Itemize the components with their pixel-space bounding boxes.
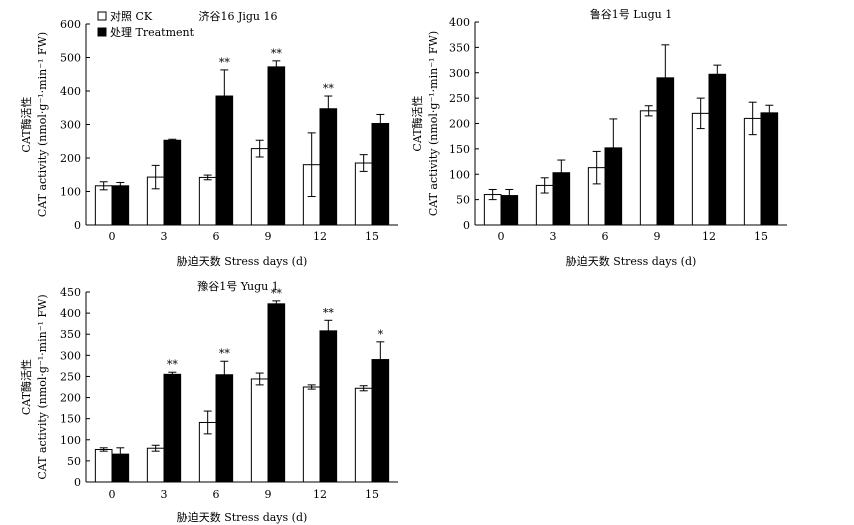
y-axis-label-cn: CAT酶活性 — [19, 96, 33, 152]
bar-ck — [354, 162, 373, 226]
bar-treatment — [371, 122, 390, 226]
bar-ck — [198, 176, 217, 226]
significance-mark: ** — [167, 358, 179, 371]
x-tick-label: 6 — [602, 230, 609, 243]
legend-ck-swatch — [97, 11, 107, 21]
bar-treatment — [760, 112, 779, 226]
y-tick-label: 400 — [449, 16, 470, 29]
bar-treatment — [267, 66, 286, 226]
x-tick-label: 15 — [365, 488, 379, 501]
y-tick-label: 100 — [60, 186, 81, 199]
y-tick-label: 50 — [456, 194, 470, 207]
significance-mark: ** — [219, 347, 231, 360]
bar-ck — [639, 110, 658, 226]
chart-panel-1: 0 100 200 300 400 500 600 0 3 6 ** 9 ** 12 ** 15 济谷16 Ji… — [19, 9, 398, 268]
y-tick-label: 600 — [60, 18, 81, 31]
x-axis-label: 胁迫天数 Stress days (d) — [566, 254, 697, 268]
x-tick-label: 15 — [754, 230, 768, 243]
legend-ck-label: 对照 CK — [110, 9, 153, 23]
bar-ck — [691, 112, 710, 226]
y-axis-label-cn: CAT酶活性 — [19, 359, 33, 415]
bar-treatment — [267, 303, 286, 483]
bar-ck — [250, 148, 269, 226]
significance-mark: ** — [271, 287, 283, 300]
y-tick-label: 500 — [60, 52, 81, 65]
bar-ck — [146, 447, 165, 483]
y-tick-label: 300 — [449, 67, 470, 80]
significance-mark: ** — [271, 47, 283, 60]
x-tick-label: 0 — [109, 230, 116, 243]
y-axis-label-en: CAT activity (nmol·g⁻¹·min⁻¹ FW) — [427, 31, 440, 216]
y-tick-label: 150 — [449, 143, 470, 156]
bar-treatment — [319, 108, 338, 226]
legend: 对照 CK 处理 Treatment — [97, 9, 195, 39]
x-tick-label: 15 — [365, 230, 379, 243]
bar-ck — [94, 448, 113, 483]
y-tick-label: 100 — [60, 434, 81, 447]
y-tick-label: 200 — [449, 118, 470, 131]
significance-mark: ** — [219, 56, 231, 69]
x-tick-label: 3 — [550, 230, 557, 243]
x-tick-label: 12 — [702, 230, 716, 243]
y-tick-label: 400 — [60, 307, 81, 320]
bar-treatment — [163, 373, 182, 483]
y-tick-label: 250 — [449, 92, 470, 105]
x-tick-label: 6 — [213, 488, 220, 501]
bar-treatment — [111, 185, 130, 226]
bar-treatment — [371, 359, 390, 483]
y-axis-label-cn: CAT酶活性 — [410, 95, 424, 151]
y-tick-label: 400 — [60, 85, 81, 98]
y-tick-label: 0 — [74, 476, 81, 489]
significance-mark: ** — [323, 306, 335, 319]
bar-ck — [94, 185, 113, 226]
chart-panel-3: 0 50 100 150 200 250 300 350 400 450 0 3 ** 6 ** 9 ** 12 *… — [19, 280, 398, 524]
y-tick-label: 100 — [449, 168, 470, 181]
chart-title: 鲁谷1号 Lugu 1 — [590, 7, 673, 21]
y-tick-label: 200 — [60, 152, 81, 165]
x-tick-label: 9 — [265, 488, 272, 501]
bar-treatment — [215, 374, 234, 483]
legend-treatment-swatch — [97, 27, 107, 37]
x-tick-label: 12 — [313, 488, 327, 501]
x-tick-label: 3 — [161, 488, 168, 501]
x-tick-label: 9 — [654, 230, 661, 243]
bar-treatment — [708, 73, 727, 226]
x-tick-label: 0 — [498, 230, 505, 243]
y-tick-label: 150 — [60, 413, 81, 426]
bar-ck — [354, 387, 373, 483]
x-tick-label: 6 — [213, 230, 220, 243]
legend-treatment-label: 处理 Treatment — [110, 26, 195, 39]
y-tick-label: 300 — [60, 119, 81, 132]
y-axis-label-en: CAT activity (nmol·g⁻¹·min⁻¹ FW) — [36, 32, 49, 217]
chart-title: 豫谷1号 Yugu 1 — [197, 280, 279, 293]
y-tick-label: 50 — [67, 455, 81, 468]
y-tick-label: 350 — [449, 41, 470, 54]
x-tick-label: 12 — [313, 230, 327, 243]
significance-mark: * — [378, 328, 384, 341]
y-tick-label: 200 — [60, 392, 81, 405]
bar-treatment — [319, 330, 338, 483]
x-tick-label: 0 — [109, 488, 116, 501]
x-axis-label: 胁迫天数 Stress days (d) — [177, 254, 308, 268]
y-tick-label: 450 — [60, 286, 81, 299]
x-axis-label: 胁迫天数 Stress days (d) — [177, 510, 308, 524]
chart-panel-2: 0 50 100 150 200 250 300 350 400 0 3 6 9 12 15 鲁谷1号 Lug… — [410, 7, 787, 268]
bar-ck — [302, 386, 321, 483]
bar-treatment — [163, 139, 182, 226]
bar-ck — [250, 378, 269, 483]
x-tick-label: 3 — [161, 230, 168, 243]
y-tick-label: 250 — [60, 370, 81, 383]
y-tick-label: 300 — [60, 349, 81, 362]
y-axis-label-en: CAT activity (nmol·g⁻¹·min⁻¹ FW) — [36, 294, 49, 479]
chart-title: 济谷16 Jigu 16 — [198, 9, 277, 23]
y-tick-label: 0 — [74, 219, 81, 232]
y-tick-label: 0 — [463, 219, 470, 232]
x-tick-label: 9 — [265, 230, 272, 243]
significance-mark: ** — [323, 82, 335, 95]
y-tick-label: 350 — [60, 328, 81, 341]
